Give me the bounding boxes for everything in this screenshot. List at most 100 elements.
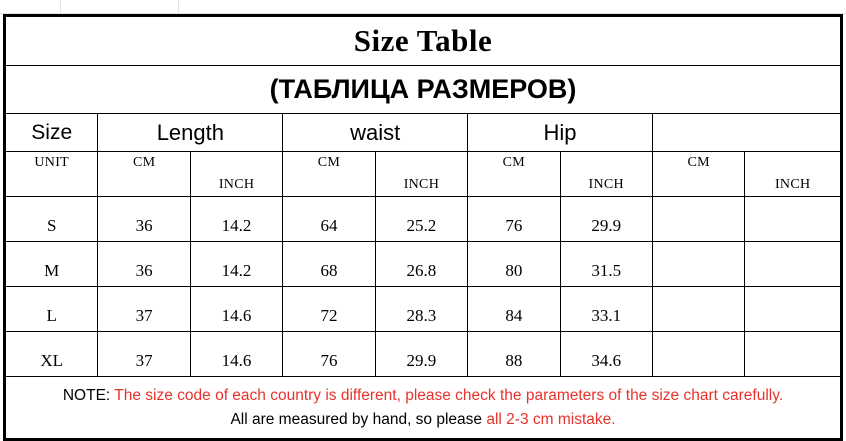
group-label-length: Length [156,120,224,145]
cell-hip-inch: 34.6 [559,331,653,377]
value-waist-inch: 28.3 [406,306,437,325]
value-waist-cm: 72 [320,306,338,325]
cell-size: M [4,241,99,287]
value-hip-inch: 29.9 [591,216,622,235]
cell-hip-inch: 29.9 [559,196,653,242]
value-waist-cm: 76 [320,351,338,370]
note-line-2-text-red: all 2-3 cm mistake. [486,410,616,428]
top-guide-line-vertical-2 [178,0,179,14]
unit-header-extra-cm: CM [651,151,746,197]
cell-waist-inch: 25.2 [374,196,469,242]
value-size: S [46,216,57,235]
cell-hip-cm: 80 [467,241,561,287]
value-waist-inch: 29.9 [406,351,437,370]
unit-label-cm: CM [687,155,710,170]
value-hip-inch: 31.5 [591,261,622,280]
unit-header-unit: UNIT [4,151,99,197]
value-hip-inch: 34.6 [591,351,622,370]
unit-header-extra-inch: INCH [744,151,841,197]
unit-label-inch: INCH [774,177,811,192]
group-header-hip: Hip [467,113,653,152]
table-row: L 37 14.6 72 28.3 84 33.1 [4,286,841,332]
unit-label-inch: INCH [218,177,255,192]
unit-label-cm: CM [132,155,156,170]
unit-header-row: UNIT CM INCH CM INCH CM INCH [4,151,841,197]
subtitle-cell: (ТАБЛИЦА РАЗМЕРОВ) [5,65,841,114]
value-hip-cm: 80 [505,261,523,280]
cell-length-inch: 14.6 [189,331,284,377]
cell-hip-cm: 84 [467,286,561,332]
unit-label-inch: INCH [403,177,440,192]
top-guide-line-horizontal [0,13,846,14]
unit-header-hip-inch: INCH [559,151,653,197]
group-label-size: Size [31,121,73,144]
cell-size: L [4,286,99,332]
value-size: M [44,261,60,280]
group-header-size: Size [4,113,99,152]
cell-waist-inch: 26.8 [374,241,469,287]
value-length-inch: 14.6 [221,306,252,325]
cell-hip-cm: 76 [467,196,561,242]
page-subtitle: (ТАБЛИЦА РАЗМЕРОВ) [269,74,577,104]
value-waist-cm: 68 [320,261,338,280]
cell-length-cm: 37 [97,286,191,332]
note-cell: NOTE: The size code of each country is d… [5,376,841,439]
cell-waist-cm: 68 [282,241,376,287]
group-label-hip: Hip [543,120,577,145]
cell-waist-cm: 76 [282,331,376,377]
group-label-waist: waist [350,120,401,145]
unit-label-inch: INCH [588,177,624,192]
value-length-cm: 36 [135,216,153,235]
unit-label-cm: CM [502,155,526,170]
cell-length-inch: 14.2 [189,241,284,287]
cell-size: XL [4,331,99,377]
group-header-waist: waist [282,113,469,152]
table-row: M 36 14.2 68 26.8 80 31.5 [4,241,841,287]
title-cell: Size Table [5,16,841,66]
cell-extra-inch [744,331,841,377]
value-length-cm: 36 [135,261,153,280]
page-title: Size Table [353,23,493,58]
cell-hip-inch: 33.1 [559,286,653,332]
cell-waist-cm: 64 [282,196,376,242]
unit-header-waist-inch: INCH [374,151,469,197]
value-length-inch: 14.2 [221,261,252,280]
size-table-sheet: Size Table (ТАБЛИЦА РАЗМЕРОВ) Size Lengt… [3,14,843,441]
table-row: S 36 14.2 64 25.2 76 29.9 [4,196,841,242]
value-waist-cm: 64 [320,216,338,235]
value-length-cm: 37 [135,306,153,325]
note-row: NOTE: The size code of each country is d… [5,376,841,439]
value-size: L [46,306,57,325]
note-line-1-text: The size code of each country is differe… [114,386,784,404]
value-hip-cm: 88 [505,351,523,370]
note-line-2-text-black: All are measured by hand, so please [230,410,483,428]
table-title-row: Size Table [5,16,841,66]
group-header-length: Length [97,113,284,152]
cell-length-cm: 36 [97,196,191,242]
group-header-row: Size Length waist Hip [4,113,842,152]
table-row: XL 37 14.6 76 29.9 88 34.6 [4,331,841,377]
value-waist-inch: 25.2 [406,216,437,235]
value-length-inch: 14.6 [221,351,252,370]
unit-label-cm: CM [317,155,341,170]
value-size: XL [40,351,64,370]
unit-header-length-inch: INCH [189,151,284,197]
cell-extra-cm [651,331,746,377]
cell-extra-inch [744,196,841,242]
value-hip-inch: 33.1 [591,306,622,325]
value-waist-inch: 26.8 [406,261,437,280]
value-length-inch: 14.2 [221,216,252,235]
value-hip-cm: 76 [505,216,523,235]
top-guide-line-vertical-1 [60,0,61,14]
cell-length-cm: 36 [97,241,191,287]
cell-size: S [4,196,99,242]
cell-extra-inch [744,286,841,332]
cell-length-inch: 14.2 [189,196,284,242]
cell-length-cm: 37 [97,331,191,377]
note-line-2: All are measured by hand, so please all … [6,408,840,432]
cell-waist-cm: 72 [282,286,376,332]
unit-header-hip-cm: CM [467,151,561,197]
cell-hip-cm: 88 [467,331,561,377]
cell-extra-cm [651,196,746,242]
